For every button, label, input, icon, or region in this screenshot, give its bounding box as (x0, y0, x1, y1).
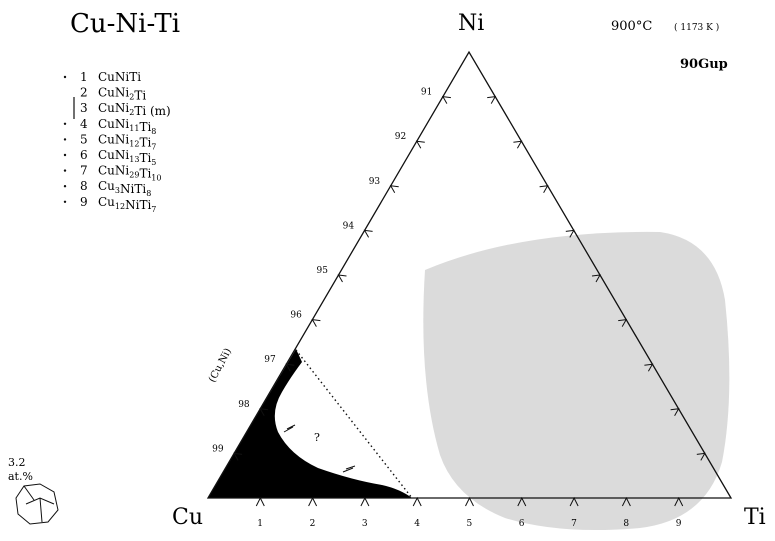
axis-tick (465, 496, 474, 507)
legend-bullet (63, 200, 67, 203)
legend-formula: CuNiTi (98, 70, 141, 84)
axis-tick (517, 496, 527, 507)
axis-tick (415, 140, 425, 149)
watermark-stamp (423, 231, 730, 531)
legend-formula: CuNi29Ti10 (98, 164, 161, 183)
legend-bullet (63, 169, 67, 172)
bottom-axis-label: 5 (467, 519, 473, 529)
bottom-axis-label: 9 (676, 519, 682, 529)
legend-formula: CuNi11Ti8 (98, 117, 156, 136)
bottom-axis-label: 3 (362, 519, 368, 529)
legend-number: 3 (80, 101, 88, 115)
axis-tick (618, 318, 628, 327)
left-axis-label: 99 (212, 444, 224, 454)
legend-formula: CuNi2Ti (98, 86, 146, 103)
axis-tick (696, 452, 706, 461)
legend-number: 9 (80, 195, 88, 209)
left-axis-labels: 91 92 93 94 95 96 97 98 99 (212, 88, 432, 455)
tie-line-mark (283, 424, 296, 433)
tie-line-mark (342, 465, 356, 473)
legend-formula: Cu3NiTi8 (98, 179, 151, 198)
corner-label-ti: Ti (744, 505, 766, 530)
inset-location-icon (15, 483, 59, 525)
cu-ni-solid-solution-region (208, 349, 412, 498)
bottom-axis-label: 8 (623, 519, 629, 529)
left-axis-label: 98 (238, 400, 250, 410)
legend-number: 6 (80, 148, 88, 162)
legend-formula: CuNi13Ti5 (98, 148, 156, 167)
bottom-axis-label: 6 (519, 519, 525, 529)
left-axis-label: 95 (317, 266, 329, 276)
phase-label-cu-ni: (Cu,Ni) (207, 346, 234, 384)
legend-formula: CuNi12Ti7 (98, 132, 156, 151)
axis-tick (363, 229, 373, 238)
axis-tick (621, 496, 631, 507)
left-axis-label: 97 (264, 355, 276, 365)
axis-tick (311, 318, 321, 327)
temperature-celsius: 900°C (611, 19, 652, 34)
legend-bullet (63, 185, 67, 188)
axis-ticks (233, 95, 706, 507)
legend-bullet (63, 75, 67, 79)
diagram-title: Cu-Ni-Ti (70, 9, 180, 39)
axis-tick (337, 274, 347, 283)
bottom-axis-label: 7 (571, 519, 577, 529)
axis-tick (233, 452, 243, 461)
left-axis-label: 94 (343, 221, 355, 231)
axis-tick (389, 185, 399, 194)
axis-tick (591, 274, 601, 283)
axis-tick (670, 408, 680, 417)
corner-label-ni: Ni (458, 11, 484, 36)
bottom-axis-label: 2 (310, 519, 316, 529)
legend-number: 1 (80, 70, 88, 84)
legend-number: 2 (80, 86, 88, 100)
legend-number: 8 (80, 179, 88, 193)
bottom-axis-labels: 1 2 3 4 5 6 7 8 9 (257, 519, 681, 529)
legend-formula: Cu12NiTi7 (98, 195, 156, 214)
left-axis-label: 93 (369, 177, 381, 187)
legend-number: 5 (80, 132, 88, 146)
left-axis-label: 96 (290, 311, 302, 321)
axis-tick (255, 496, 265, 507)
axis-tick (644, 363, 654, 372)
corner-label-cu: Cu (172, 505, 203, 530)
axis-tick (565, 229, 575, 238)
axis-tick (487, 95, 497, 104)
legend-bullet (63, 138, 67, 141)
bottom-axis-label: 1 (257, 519, 263, 529)
unknown-region-label: ? (314, 431, 320, 444)
scale-unit: at.% (8, 470, 33, 483)
left-axis-label: 91 (421, 88, 432, 98)
legend-number: 7 (80, 164, 88, 178)
bottom-axis-label: 4 (414, 519, 420, 529)
axis-tick (539, 185, 549, 194)
reference-code: 90Gup (680, 57, 728, 72)
legend-number: 4 (80, 117, 88, 131)
axis-tick (308, 496, 318, 507)
compound-legend: 1 CuNiTi 2 CuNi2Ti 3 CuNi2Ti (m) 4 CuNi11Ti8 5 Cu… (63, 70, 171, 214)
axis-tick (285, 363, 295, 372)
legend-formula: CuNi2Ti (m) (98, 101, 171, 118)
axis-tick (513, 140, 523, 149)
axis-tick (674, 496, 684, 507)
scale-value: 3.2 (8, 456, 26, 469)
axis-tick (569, 496, 579, 507)
axis-tick (259, 408, 269, 417)
axis-tick (412, 496, 422, 507)
axis-tick (360, 496, 370, 507)
temperature-kelvin: ( 1173 K ) (674, 22, 719, 33)
axis-tick (441, 95, 451, 104)
legend-bullet (63, 122, 67, 126)
left-axis-label: 92 (395, 132, 406, 142)
legend-bullet (63, 153, 67, 157)
